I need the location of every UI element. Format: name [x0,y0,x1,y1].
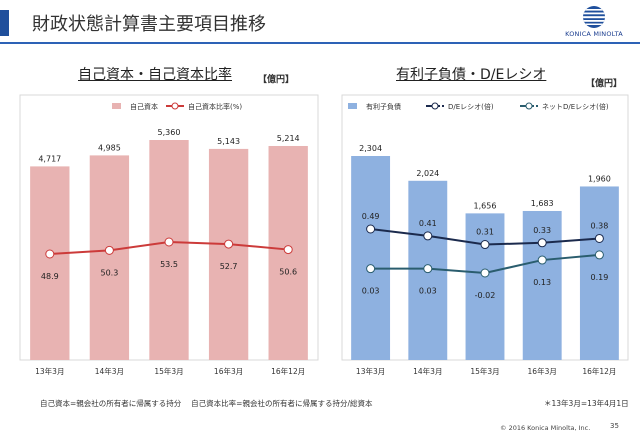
bar-value-label: 4,985 [98,143,121,152]
x-tick-label: 14年3月 [413,366,442,376]
line-value-label: 52.7 [220,262,238,271]
bar-value-label: 1,960 [588,174,611,183]
x-tick-label: 16年3月 [214,366,243,376]
logo-globe-icon [583,6,605,28]
logo-text: KONICA MINOLTA [565,30,623,38]
line-point [164,237,174,247]
line-value-label: 48.9 [41,272,59,281]
line-value-label: 50.6 [279,268,297,277]
legend-swatch-bar [348,103,357,109]
line-value-label: 0.33 [533,226,551,235]
bar-value-label: 2,304 [359,144,382,153]
footnote-definitions: 自己資本=親会社の所有者に帰属する持分 自己資本比率=親会社の所有者に帰属する持… [40,399,373,408]
line-value-label: -0.02 [475,291,496,300]
legend-swatch-marker [525,102,533,110]
line-point [537,238,547,248]
bar [30,166,70,360]
chart2-unit: 【億円】 [586,79,623,89]
line-point [480,268,490,278]
line-value-label: 0.38 [590,221,608,230]
line-value-label: 0.13 [533,278,551,287]
konica-minolta-logo: KONICA MINOLTA [560,5,628,41]
x-tick-label: 13年3月 [356,366,385,376]
page-number: 35 [610,422,619,430]
line-value-label: 0.03 [419,287,437,296]
bar-value-label: 5,360 [158,128,181,137]
bar-value-label: 5,143 [217,137,240,146]
chart1-title: 自己資本・自己資本比率 [78,67,232,83]
line-value-label: 0.49 [362,212,380,221]
bar [522,210,562,360]
x-tick-label: 13年3月 [35,366,64,376]
legend-swatch-marker [171,102,179,110]
bar [579,186,619,360]
title-bar: 財政状態計算書主要項目推移 KONICA MINOLTA [0,0,640,44]
x-tick-label: 15年3月 [154,366,183,376]
line-point [537,255,547,265]
x-tick-label: 15年3月 [470,366,499,376]
line-point [224,239,234,249]
line-point [594,250,604,260]
line-point [480,240,490,250]
line-point [594,233,604,243]
chart2-title: 有利子負債・D/Eレシオ [396,67,547,83]
line-point [45,249,55,259]
legend-label: 自己資本比率(%) [188,102,242,111]
chart2-debt: 有利子負債 D/Eレシオ(倍) ネットD/Eレシオ(倍) 2,304 2,024 1,65… [341,94,629,376]
bar [351,156,391,360]
chart1-equity: 自己資本 自己資本比率(%) 4,717 4,985 5,360 5,143 5,214 48… [19,94,319,376]
footnote-date-note: ＊13年3月=13年4月1日 [544,399,629,408]
legend-label: 有利子負債 [366,102,401,111]
bar [89,155,130,360]
line-value-label: 50.3 [100,268,118,277]
x-tick-label: 14年3月 [95,366,124,376]
legend-swatch-bar [112,103,121,109]
line-value-label: 0.41 [419,219,437,228]
x-tick-label: 16年3月 [528,366,557,376]
line-point [423,264,433,274]
title-divider [0,42,640,44]
bar-value-label: 5,214 [277,134,300,143]
line-point [104,245,114,255]
legend-swatch-marker [431,102,439,110]
line-value-label: 53.5 [160,260,178,269]
line-point [283,245,293,255]
title-accent-bar [0,10,9,36]
bar-value-label: 1,656 [474,201,497,210]
line-value-label: 0.31 [476,228,494,237]
line-value-label: 0.19 [590,273,608,282]
bar [208,148,249,360]
bar-value-label: 2,024 [416,169,439,178]
line-point [366,264,376,274]
page-title: 財政状態計算書主要項目推移 [32,14,266,35]
bar [149,140,189,360]
line-point [366,224,376,234]
x-tick-label: 16年12月 [271,366,305,376]
line-value-label: 0.03 [362,287,380,296]
bar-value-label: 4,717 [38,154,61,163]
legend-label: 自己資本 [130,102,158,111]
bar [465,213,505,360]
line-point [423,231,433,241]
copyright: © 2016 Konica Minolta, Inc. [500,424,591,432]
chart1-unit: 【億円】 [258,75,295,85]
legend-label: D/Eレシオ(倍) [448,102,494,111]
legend-label: ネットD/Eレシオ(倍) [542,102,609,111]
x-tick-label: 16年12月 [582,366,616,376]
bar-value-label: 1,683 [531,199,554,208]
